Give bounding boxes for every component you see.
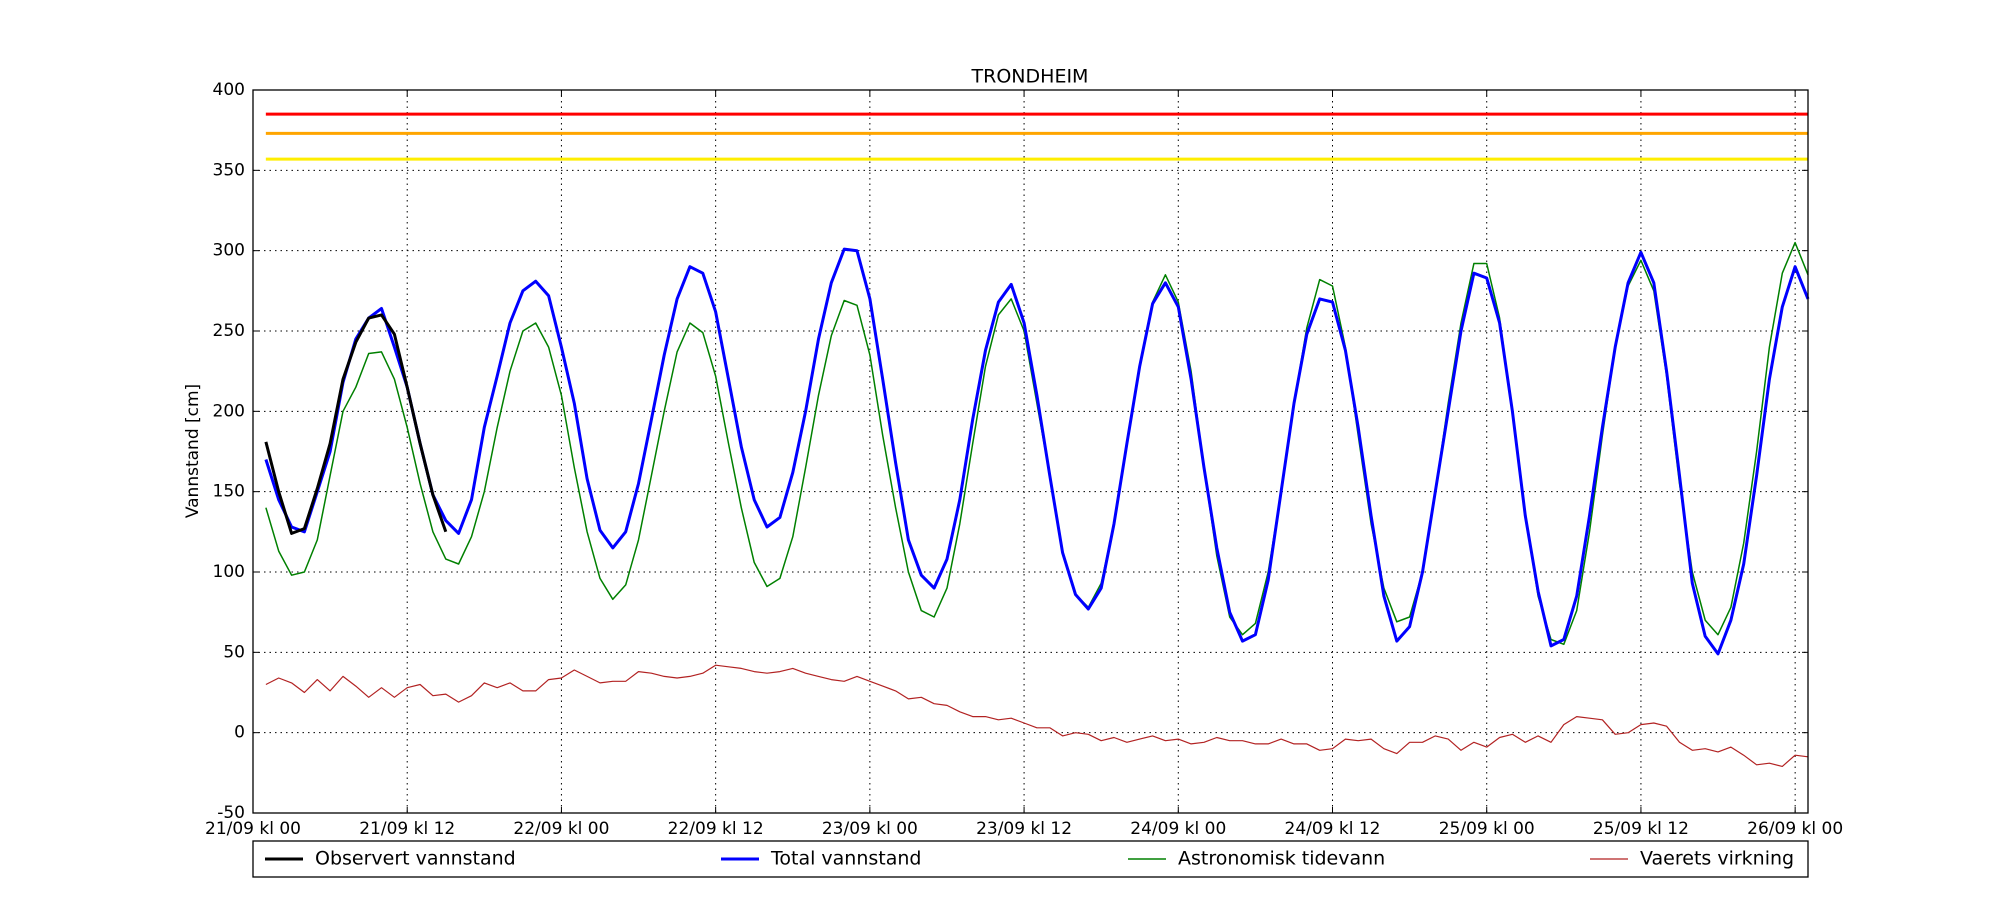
x-tick-label: 25/09 kl 00	[1439, 819, 1535, 839]
legend-label: Vaerets virkning	[1640, 848, 1794, 870]
series-line	[265, 241, 1809, 646]
x-tick-label: 22/09 kl 12	[668, 819, 764, 839]
y-tick-label: -50	[217, 803, 245, 823]
chart-title: TRONDHEIM	[971, 66, 1089, 88]
y-tick-label: 100	[213, 562, 245, 582]
y-tick-label: 50	[223, 642, 245, 662]
legend-box	[252, 840, 1809, 878]
y-tick-label: 150	[213, 482, 245, 502]
series-line	[264, 247, 1810, 656]
legend-label: Observert vannstand	[315, 848, 516, 870]
y-tick-label: 0	[234, 723, 245, 743]
x-tick-label: 26/09 kl 00	[1747, 819, 1843, 839]
y-tick-label: 300	[213, 241, 245, 261]
legend-label: Total vannstand	[770, 848, 921, 870]
y-tick-label: 350	[213, 160, 245, 180]
x-tick-label: 21/09 kl 12	[359, 819, 455, 839]
x-tick-label: 23/09 kl 00	[822, 819, 918, 839]
series-line	[265, 664, 1809, 767]
y-axis-label: Vannstand [cm]	[183, 384, 203, 518]
x-tick-label: 25/09 kl 12	[1593, 819, 1689, 839]
y-tick-label: 200	[213, 401, 245, 421]
x-tick-label: 23/09 kl 12	[976, 819, 1072, 839]
x-tick-label: 22/09 kl 00	[513, 819, 609, 839]
legend-label: Astronomisk tidevann	[1178, 848, 1385, 870]
series-line	[264, 313, 448, 535]
plot-frame	[252, 89, 1809, 814]
x-tick-label: 24/09 kl 00	[1130, 819, 1226, 839]
y-tick-label: 400	[213, 80, 245, 100]
x-tick-label: 21/09 kl 00	[205, 819, 301, 839]
y-tick-label: 250	[213, 321, 245, 341]
x-tick-label: 24/09 kl 12	[1285, 819, 1381, 839]
